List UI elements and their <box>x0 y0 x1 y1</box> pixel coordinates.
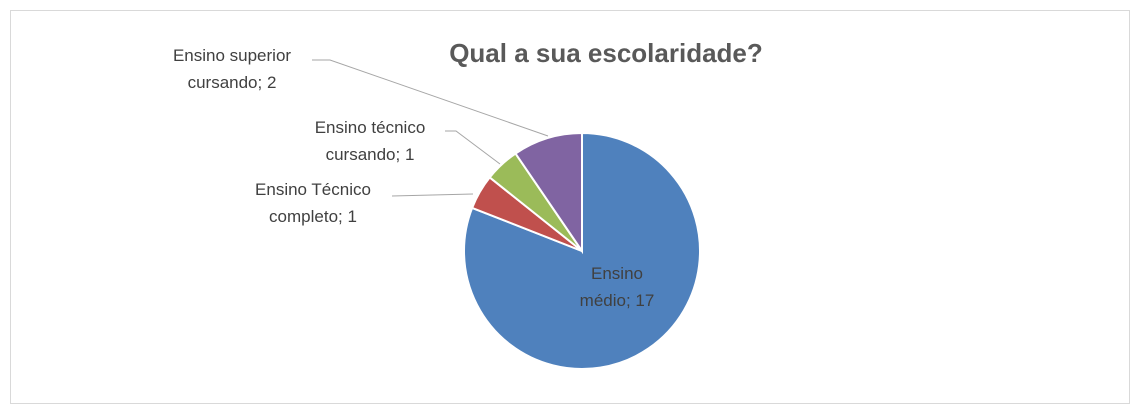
pie-slice <box>463 131 701 370</box>
leader-line <box>312 59 549 137</box>
data-label: Ensino superior cursando; 2 <box>173 46 291 92</box>
data-label: Ensino técnico cursando; 1 <box>315 118 426 164</box>
data-label: Ensino Técnico completo; 1 <box>255 180 371 226</box>
leader-line <box>391 193 474 197</box>
leader-line <box>445 130 501 165</box>
chart-title: Qual a sua escolaridade? <box>449 38 763 68</box>
pie-slice <box>514 131 583 255</box>
data-label: Ensino médio; 17 <box>580 264 655 310</box>
